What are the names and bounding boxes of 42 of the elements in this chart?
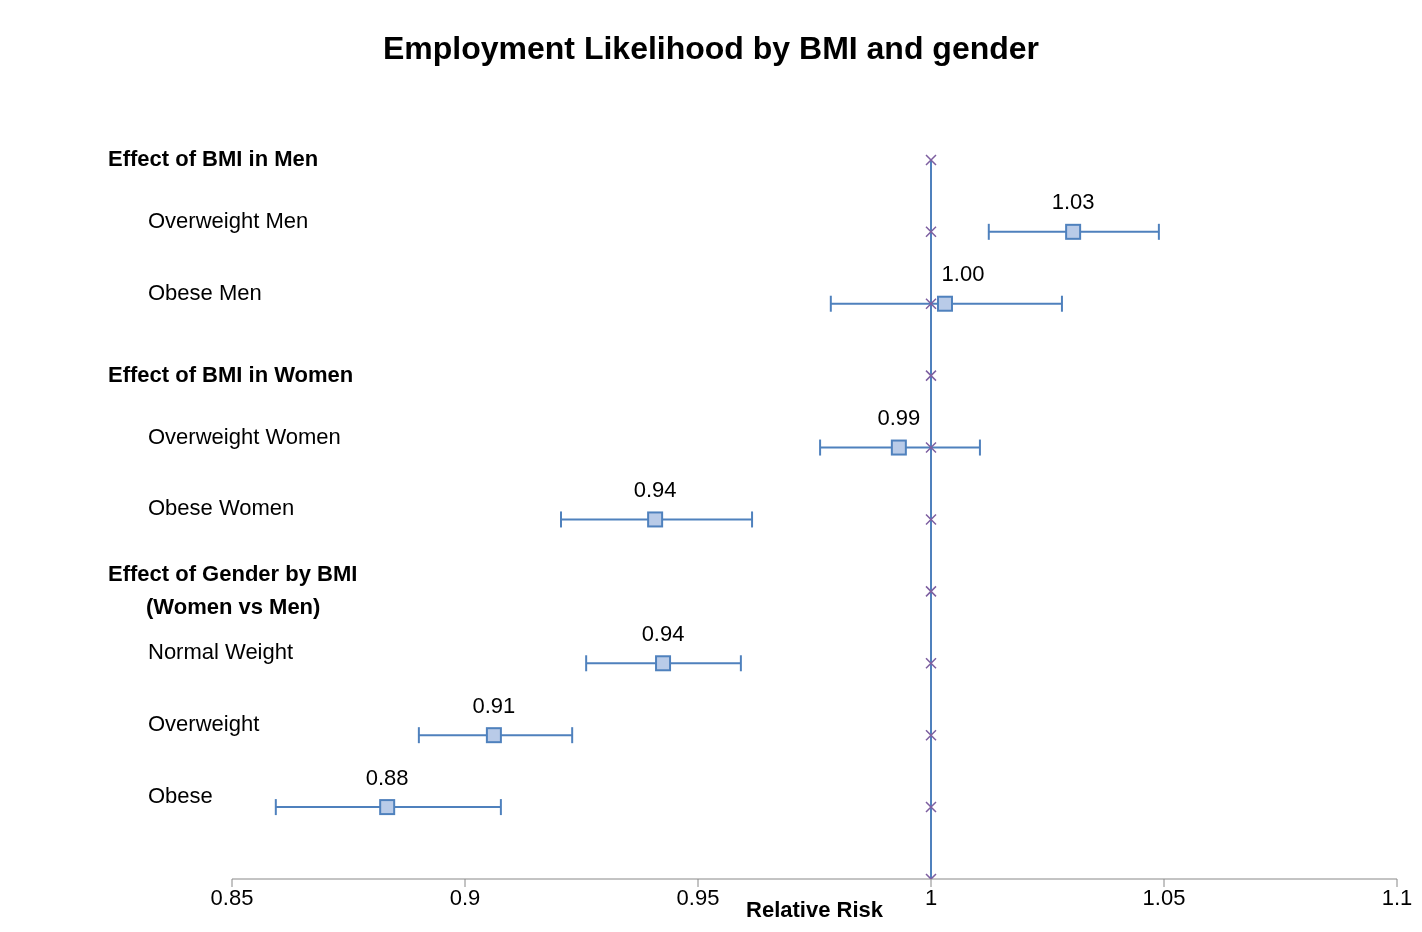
y-tick-label: Obese Men [148, 279, 262, 305]
point [647, 511, 664, 528]
x-tick-label: 1 [924, 884, 938, 910]
y-tick-label: Effect of BMI in Women [108, 361, 354, 387]
data-label: 0.99 [877, 405, 921, 431]
y-tick-label: Overweight [148, 711, 260, 737]
data-label: 0.88 [365, 764, 409, 790]
chart-title: Employment Likelihood by BMI and gender [381, 29, 1041, 68]
data-label: 0.94 [633, 476, 677, 502]
data-label: 1.00 [941, 261, 985, 287]
point [925, 226, 937, 238]
y-tick-label: Obese [148, 783, 213, 809]
x-tick-label: 0.95 [676, 884, 720, 910]
x-tick-label: 1.1 [1381, 884, 1413, 910]
point [379, 799, 396, 816]
point [890, 439, 907, 456]
data-label: 0.94 [641, 620, 685, 646]
x-axis-title: Relative Risk [746, 897, 884, 922]
y-tick-label: Overweight Men [148, 207, 309, 233]
point [925, 513, 937, 526]
point [925, 297, 937, 310]
y-tick-label: Effect of Gender by BMI (Women vs Men) [108, 560, 358, 619]
point [1065, 223, 1082, 240]
x-tick-label: 1.05 [1142, 884, 1186, 910]
data-label: 1.03 [1051, 189, 1095, 215]
y-tick-label: Overweight Women [148, 423, 341, 449]
y-tick-label: Effect of BMI in Men [108, 145, 319, 171]
point [925, 369, 937, 382]
point [925, 729, 937, 741]
x-tick-label: 0.85 [210, 884, 254, 910]
x-tick-label: 0.9 [449, 884, 481, 910]
data-label: 0.91 [472, 692, 516, 718]
point [925, 154, 937, 166]
y-tick-label: Obese Women [148, 495, 295, 521]
point [925, 441, 937, 454]
y-tick-label: Normal Weight [148, 639, 294, 665]
point [925, 657, 937, 670]
point [925, 585, 937, 598]
point [485, 727, 502, 744]
point [655, 655, 672, 672]
point [936, 295, 953, 312]
point [925, 801, 937, 813]
